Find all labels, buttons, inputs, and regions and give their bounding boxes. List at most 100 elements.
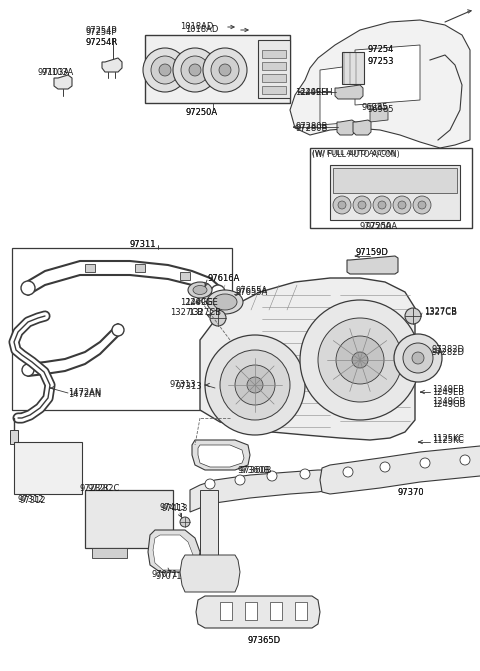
Text: (W/ FULL AUTO A/CON): (W/ FULL AUTO A/CON) xyxy=(312,150,400,159)
Text: 97071: 97071 xyxy=(152,570,179,579)
Text: 97360B: 97360B xyxy=(240,466,273,475)
Circle shape xyxy=(352,352,368,368)
Circle shape xyxy=(333,196,351,214)
Circle shape xyxy=(205,335,305,435)
Bar xyxy=(85,264,95,272)
Circle shape xyxy=(159,64,171,76)
Text: 97253: 97253 xyxy=(368,57,395,66)
Bar xyxy=(180,272,190,280)
Text: 97365D: 97365D xyxy=(248,636,281,645)
Circle shape xyxy=(413,196,431,214)
Text: 1125KC: 1125KC xyxy=(432,436,464,445)
Bar xyxy=(342,52,364,84)
Polygon shape xyxy=(353,120,371,135)
Text: 1249GE: 1249GE xyxy=(180,298,213,307)
Text: (W/ FULL AUTO A/CON): (W/ FULL AUTO A/CON) xyxy=(312,150,395,156)
Polygon shape xyxy=(290,20,470,148)
Text: 97280B: 97280B xyxy=(295,124,327,133)
Text: 97360B: 97360B xyxy=(238,466,271,475)
Bar xyxy=(245,602,257,620)
Circle shape xyxy=(300,469,310,479)
Text: 97311: 97311 xyxy=(130,240,156,249)
Bar xyxy=(10,430,18,444)
Polygon shape xyxy=(320,62,380,125)
Text: 97312: 97312 xyxy=(20,496,47,505)
Circle shape xyxy=(189,64,201,76)
Polygon shape xyxy=(200,278,415,440)
Circle shape xyxy=(318,318,402,402)
Text: 97311: 97311 xyxy=(130,240,156,249)
Text: 97413: 97413 xyxy=(160,503,187,512)
Bar xyxy=(12,248,232,410)
Circle shape xyxy=(373,196,391,214)
Bar xyxy=(92,548,127,558)
Text: 97280B: 97280B xyxy=(295,122,327,131)
Circle shape xyxy=(173,48,217,92)
Polygon shape xyxy=(347,256,398,274)
Circle shape xyxy=(211,285,225,299)
Circle shape xyxy=(112,324,124,336)
Circle shape xyxy=(220,350,290,420)
Polygon shape xyxy=(200,490,218,560)
Text: 97071: 97071 xyxy=(155,572,181,581)
Bar xyxy=(295,602,307,620)
Text: 96985: 96985 xyxy=(368,105,395,114)
Text: 97254R: 97254R xyxy=(86,38,118,47)
Text: 1249EH: 1249EH xyxy=(295,88,328,97)
Text: 96985: 96985 xyxy=(362,103,388,112)
Text: 97159D: 97159D xyxy=(355,248,388,257)
Text: 1327CB: 1327CB xyxy=(188,308,221,317)
Circle shape xyxy=(211,56,239,84)
Ellipse shape xyxy=(213,294,237,310)
Text: 97282D: 97282D xyxy=(432,348,465,357)
Polygon shape xyxy=(320,445,480,494)
Circle shape xyxy=(358,201,366,209)
Text: 97254: 97254 xyxy=(368,45,395,54)
Text: 1327CB: 1327CB xyxy=(424,308,457,317)
Text: 97254P: 97254P xyxy=(86,26,118,35)
Text: 1018AD: 1018AD xyxy=(180,22,214,31)
Text: 1249GB: 1249GB xyxy=(432,397,466,406)
Circle shape xyxy=(143,48,187,92)
Text: 1472AN: 1472AN xyxy=(68,390,101,399)
Circle shape xyxy=(394,334,442,382)
Circle shape xyxy=(460,455,470,465)
Circle shape xyxy=(21,281,35,295)
Circle shape xyxy=(353,196,371,214)
Text: 97370: 97370 xyxy=(398,488,425,497)
Bar xyxy=(220,602,232,620)
Ellipse shape xyxy=(193,285,207,295)
Polygon shape xyxy=(337,120,355,135)
Polygon shape xyxy=(198,445,244,467)
Text: 97253: 97253 xyxy=(368,57,395,66)
Text: 97282C: 97282C xyxy=(88,484,120,493)
Text: 1249EB: 1249EB xyxy=(432,385,464,394)
Circle shape xyxy=(420,458,430,468)
Text: 97365D: 97365D xyxy=(248,636,281,645)
Bar xyxy=(262,50,286,58)
Polygon shape xyxy=(335,85,363,99)
Circle shape xyxy=(300,300,420,420)
Text: 1472AN: 1472AN xyxy=(68,388,101,397)
Text: 97103A: 97103A xyxy=(42,68,74,77)
Text: 97250A: 97250A xyxy=(365,222,397,231)
Bar xyxy=(85,490,173,548)
Text: 97159D: 97159D xyxy=(355,248,388,257)
Text: 97282D: 97282D xyxy=(432,345,465,354)
Circle shape xyxy=(343,467,353,477)
Bar xyxy=(262,86,286,94)
Polygon shape xyxy=(196,596,320,628)
Text: 97616A: 97616A xyxy=(208,274,240,283)
Ellipse shape xyxy=(188,282,212,298)
Polygon shape xyxy=(190,470,330,512)
Circle shape xyxy=(405,308,421,324)
Circle shape xyxy=(22,364,34,376)
Circle shape xyxy=(151,56,179,84)
Bar xyxy=(258,40,290,98)
Text: 97313: 97313 xyxy=(175,382,202,391)
Text: 97103A: 97103A xyxy=(38,68,70,77)
Bar xyxy=(270,602,282,620)
Circle shape xyxy=(247,377,263,393)
Bar xyxy=(135,264,145,272)
Circle shape xyxy=(235,365,275,405)
